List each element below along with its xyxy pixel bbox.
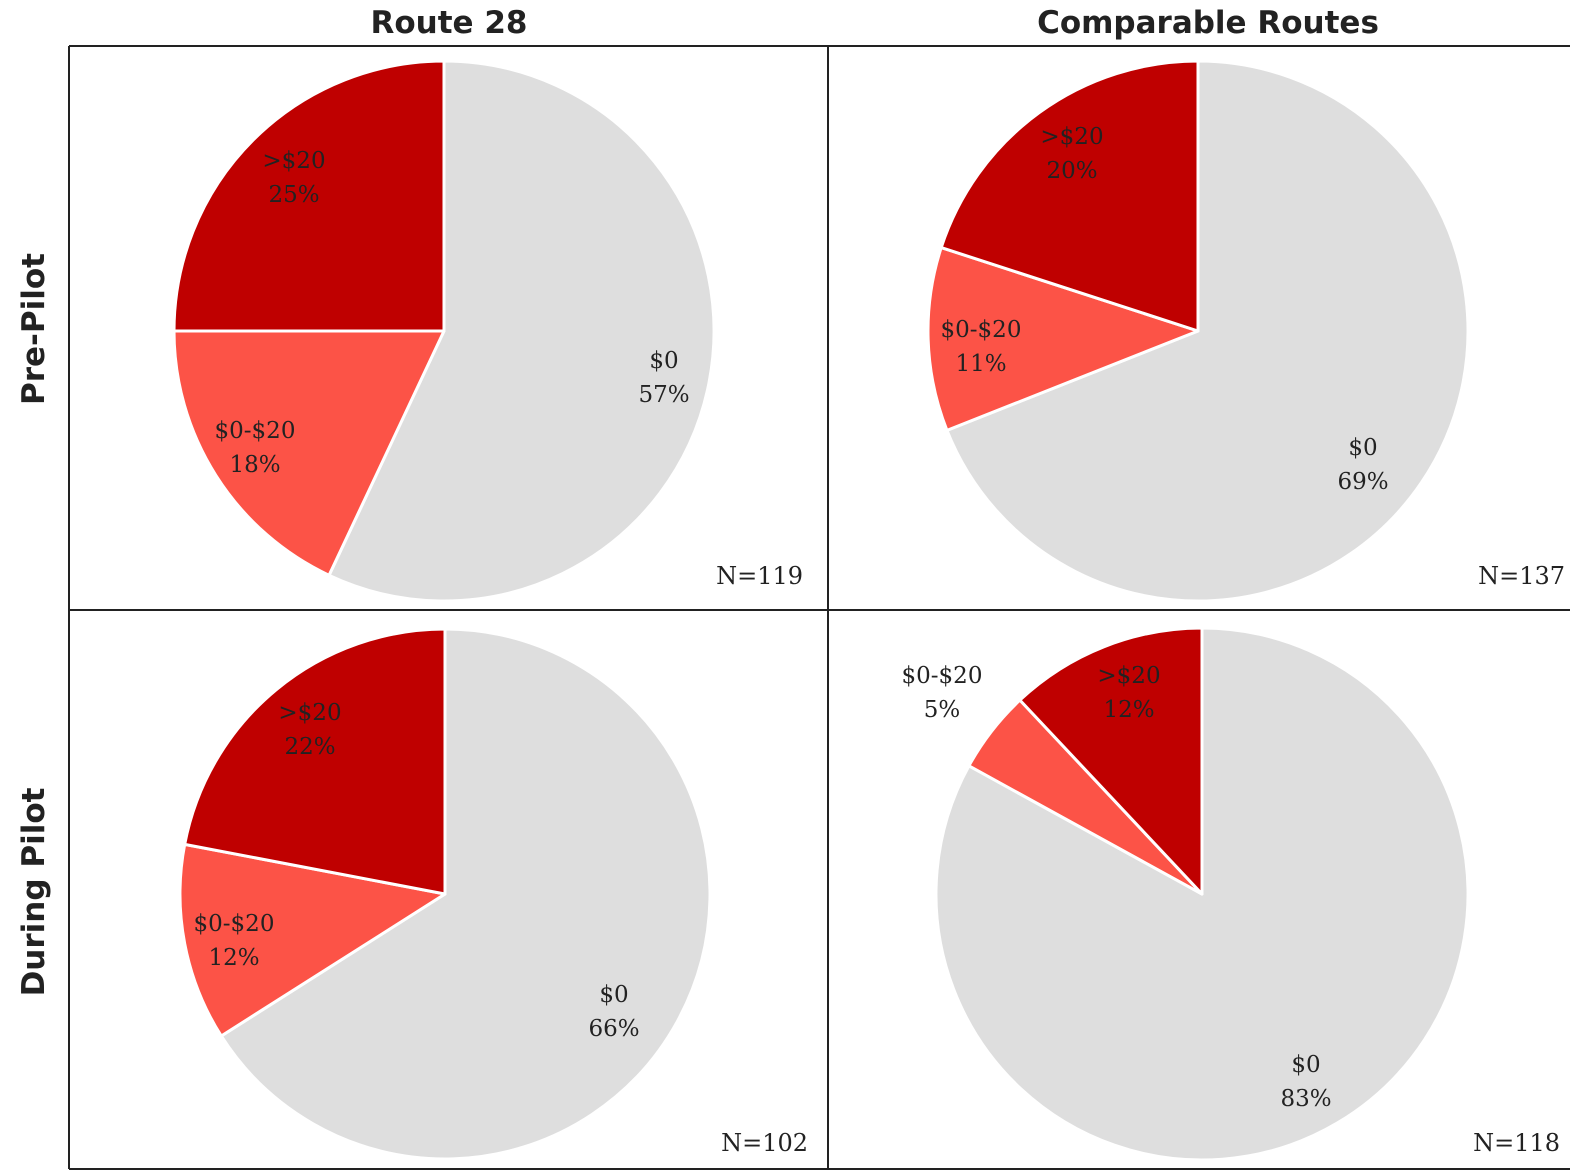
pie-slice-comparable-pre-pilot-over-twenty [939,59,1200,333]
row-title-pre-pilot: Pre-Pilot [16,253,52,405]
slice-pct-comparable-during-pilot-zero: 83% [1280,1086,1331,1112]
slice-label-route-28-during-pilot-zero-to-twenty: $0-$20 [194,911,275,937]
column-title-route-28: Route 28 [370,5,527,41]
pie-slice-route-28-during-pilot-over-twenty [183,627,447,896]
slice-pct-comparable-pre-pilot-over-twenty: 20% [1046,158,1097,184]
pie-slice-comparable-pre-pilot-zero [945,59,1470,603]
n-label-comparable-during-pilot: N=118 [1473,1129,1560,1157]
slice-label-comparable-during-pilot-zero: $0 [1291,1052,1320,1078]
pie-slice-route-28-during-pilot-zero-to-twenty [178,842,447,1038]
slice-pct-route-28-during-pilot-zero-to-twenty: 12% [208,945,259,971]
n-label-comparable-pre-pilot: N=137 [1478,562,1565,590]
slice-label-comparable-during-pilot-over-twenty: >$20 [1097,663,1160,689]
slice-pct-comparable-pre-pilot-zero-to-twenty: 11% [955,351,1006,377]
pie-slice-route-28-during-pilot-zero [219,627,712,1161]
n-label-route-28-pre-pilot: N=119 [716,562,803,590]
pie-slice-comparable-pre-pilot-zero-to-twenty [926,246,1200,432]
slice-pct-comparable-during-pilot-zero-to-twenty: 5% [924,697,961,723]
pie-slice-comparable-during-pilot-over-twenty [1018,626,1204,896]
slice-label-comparable-pre-pilot-zero: $0 [1348,435,1377,461]
slice-pct-route-28-pre-pilot-over-twenty: 25% [268,182,319,208]
panel-grid [68,45,1570,1170]
row-title-during-pilot: During Pilot [16,787,52,996]
slice-label-route-28-pre-pilot-zero-to-twenty: $0-$20 [215,418,296,444]
n-label-route-28-during-pilot: N=102 [721,1129,808,1157]
slice-label-route-28-during-pilot-over-twenty: >$20 [278,700,341,726]
slice-pct-comparable-during-pilot-over-twenty: 12% [1103,697,1154,723]
slice-pct-route-28-during-pilot-zero: 66% [588,1016,639,1042]
slice-label-comparable-pre-pilot-zero-to-twenty: $0-$20 [941,317,1022,343]
slice-pct-comparable-pre-pilot-zero: 69% [1337,469,1388,495]
column-title-comparable-routes: Comparable Routes [1037,5,1379,41]
slice-label-route-28-pre-pilot-over-twenty: >$20 [262,148,325,174]
slice-pct-route-28-pre-pilot-zero: 57% [638,382,689,408]
slice-label-comparable-during-pilot-zero-to-twenty: $0-$20 [902,663,983,689]
slice-label-comparable-pre-pilot-over-twenty: >$20 [1040,124,1103,150]
slice-label-route-28-pre-pilot-zero: $0 [649,348,678,374]
pie-slice-route-28-pre-pilot-zero [327,59,716,603]
slice-pct-route-28-during-pilot-over-twenty: 22% [284,734,335,760]
slice-pct-route-28-pre-pilot-zero-to-twenty: 18% [229,452,280,478]
slice-label-route-28-during-pilot-zero: $0 [599,982,628,1008]
pie-slice-route-28-pre-pilot-over-twenty [172,59,446,333]
pies: $0 57% $0-$20 18% >$20 25% $0 69% $0-$20 11% >$20 2… [172,59,1470,1162]
pie-slice-route-28-pre-pilot-zero-to-twenty [172,329,446,577]
